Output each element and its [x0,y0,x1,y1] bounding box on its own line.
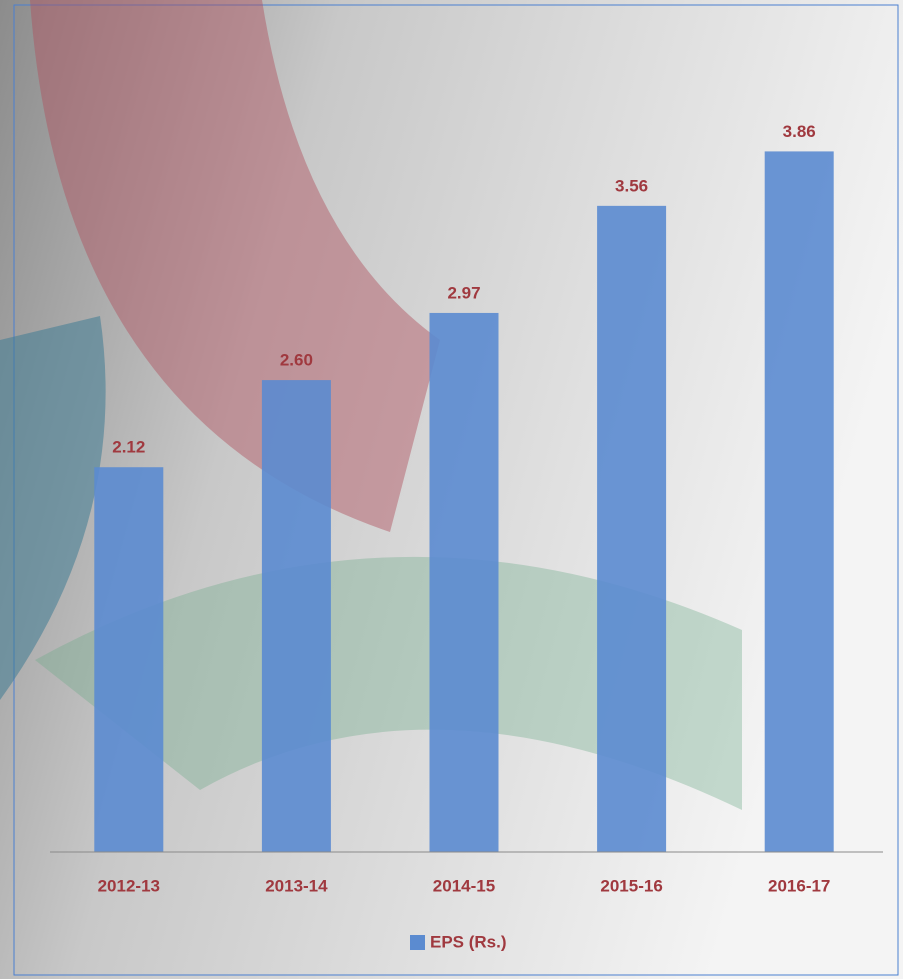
value-label: 3.56 [615,176,648,195]
x-tick-label: 2015-16 [600,876,662,895]
chart: 2.12 2012-13 2.60 2013-14 2.97 2014-15 3.56 201… [0,0,903,979]
x-tick-label: 2012-13 [98,876,160,895]
value-label: 2.97 [447,283,480,302]
value-label: 2.12 [112,438,145,457]
x-tick-label: 2016-17 [768,876,830,895]
bar [94,467,163,852]
x-tick-label: 2013-14 [265,876,328,895]
x-tick-label: 2014-15 [433,876,495,895]
value-label: 3.86 [783,122,816,141]
bar [597,206,666,852]
bar [262,380,331,852]
bar [765,151,834,852]
legend-label: EPS (Rs.) [430,932,507,951]
value-label: 2.60 [280,351,313,370]
legend-swatch [410,935,425,950]
bar [430,313,499,852]
